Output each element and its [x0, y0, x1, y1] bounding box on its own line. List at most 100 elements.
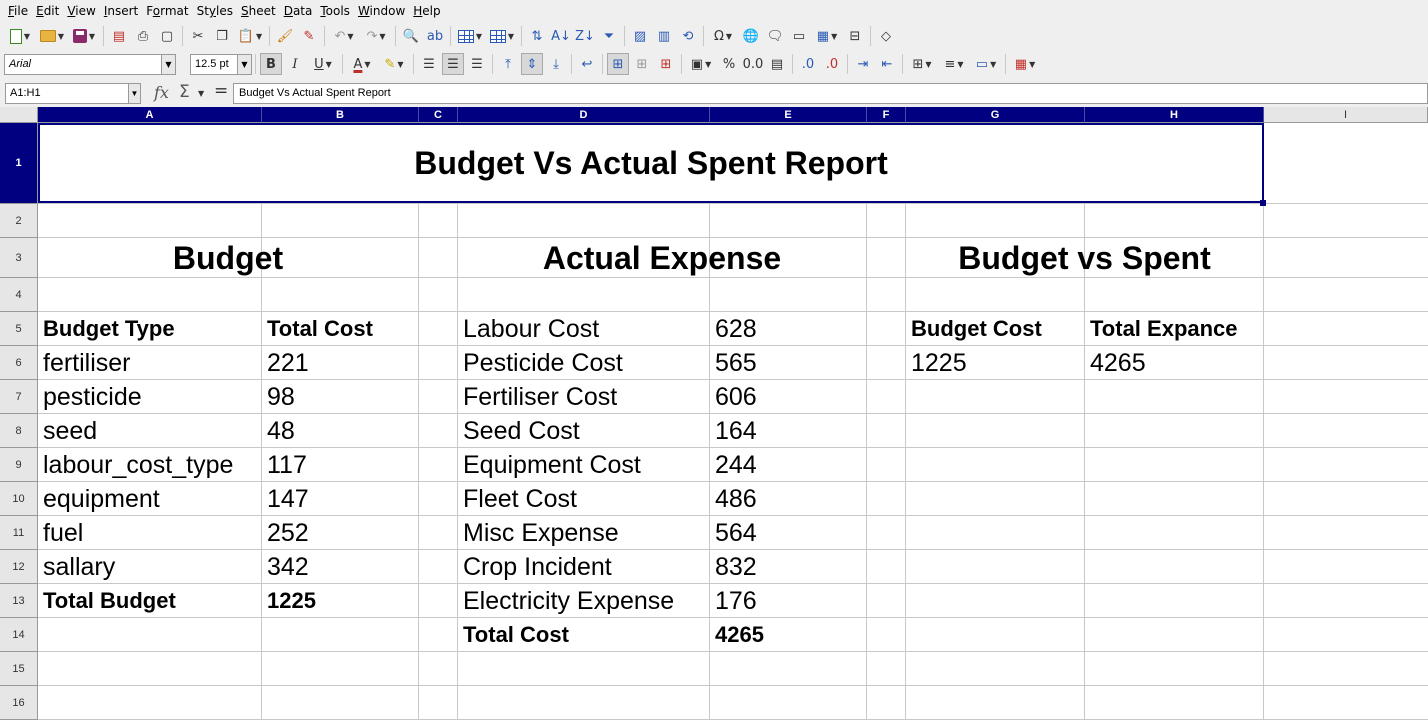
total-budget-label[interactable]: Total Budget [43, 588, 176, 613]
border-color-button[interactable]: ▭ ▼ [971, 53, 1001, 75]
row-header-10[interactable]: 10 [0, 482, 38, 516]
report-title-cell[interactable]: Budget Vs Actual Spent Report [38, 123, 1264, 203]
export-pdf-button[interactable]: ▤ [108, 25, 130, 47]
sum-icon[interactable]: Σ [179, 82, 190, 102]
menu-window[interactable]: Window [357, 4, 406, 18]
autofilter-button[interactable]: ⏷ [598, 25, 620, 47]
cut-button[interactable]: ✂ [187, 25, 209, 47]
row-header-13[interactable]: 13 [0, 584, 38, 618]
highlight-color-button[interactable]: ✎ ▼ [379, 53, 409, 75]
expense-name-cell[interactable]: Seed Cost [463, 416, 580, 445]
menu-tools[interactable]: Tools [320, 4, 350, 18]
menu-help[interactable]: Help [413, 4, 441, 18]
row-button[interactable]: ▼ [455, 25, 485, 47]
menu-styles[interactable]: Styles [196, 4, 233, 18]
budget-type-cell[interactable]: equipment [43, 484, 160, 513]
budget-cost-cell[interactable]: 117 [267, 450, 307, 479]
font-name-box[interactable]: Arial ▼ [4, 53, 176, 75]
find-replace-button[interactable]: 🔍 [400, 25, 422, 47]
special-character-button[interactable]: Ω ▼ [708, 25, 738, 47]
total-cost-header[interactable]: Total Cost [267, 316, 373, 341]
align-left-button[interactable]: ☰ [418, 53, 440, 75]
column-header-h[interactable]: H [1085, 107, 1264, 123]
open-button[interactable]: ▼ [37, 25, 67, 47]
font-size-box[interactable]: 12.5 pt ▼ [190, 53, 252, 75]
expense-name-cell[interactable]: Equipment Cost [463, 450, 641, 479]
comment-button[interactable]: 🗨 [764, 25, 786, 47]
budget-type-cell[interactable]: seed [43, 416, 98, 445]
merge-center-button[interactable]: ⊞ [607, 53, 629, 75]
formula-input[interactable]: Budget Vs Actual Spent Report [233, 83, 1428, 104]
date-format-button[interactable]: ▤ [766, 53, 788, 75]
budget-cost-cell[interactable]: 221 [267, 348, 309, 377]
expense-cost-cell[interactable]: 164 [715, 416, 757, 445]
total-budget-value[interactable]: 1225 [267, 588, 316, 613]
budget-vs-spent-heading[interactable]: Budget vs Spent [958, 239, 1211, 276]
copy-button[interactable]: ❐ [211, 25, 233, 47]
budget-heading[interactable]: Budget [172, 239, 284, 276]
align-bottom-button[interactable]: ⤓ [545, 53, 567, 75]
align-center-button[interactable]: ☰ [442, 53, 464, 75]
wrap-text-button[interactable]: ↩ [576, 53, 598, 75]
row-header-7[interactable]: 7 [0, 380, 38, 414]
row-header-8[interactable]: 8 [0, 414, 38, 448]
save-button[interactable]: ▼ [69, 25, 99, 47]
column-button[interactable]: ▼ [487, 25, 517, 47]
column-header-f[interactable]: F [867, 107, 906, 123]
row-header-16[interactable]: 16 [0, 686, 38, 720]
menu-sheet[interactable]: Sheet [240, 4, 276, 18]
budget-cost-cell[interactable]: 98 [267, 382, 295, 411]
conditional-format-button[interactable]: ▦ ▼ [1010, 53, 1040, 75]
delete-decimal-button[interactable]: .0 [821, 53, 843, 75]
print-preview-button[interactable]: ▢ [156, 25, 178, 47]
row-header-12[interactable]: 12 [0, 550, 38, 584]
chevron-down-icon[interactable]: ▼ [237, 54, 251, 74]
budget-cost-cell[interactable]: 147 [267, 484, 309, 513]
clear-formatting-button[interactable]: ✎ [298, 25, 320, 47]
menu-data[interactable]: Data [283, 4, 313, 18]
spreadsheet-grid[interactable]: A B C D E F G H I 1 2 3 4 5 6 7 8 9 10 1… [0, 107, 1428, 720]
paste-button[interactable]: 📋 ▼ [235, 25, 265, 47]
row-header-2[interactable]: 2 [0, 204, 38, 238]
select-all-corner[interactable] [0, 107, 38, 123]
row-header-9[interactable]: 9 [0, 448, 38, 482]
column-header-g[interactable]: G [906, 107, 1085, 123]
total-cost-value[interactable]: 4265 [715, 622, 764, 647]
expense-cost-cell[interactable]: 832 [715, 552, 757, 581]
pivot-table-button[interactable]: ⟲ [677, 25, 699, 47]
menu-format[interactable]: Format [146, 4, 189, 18]
row-header-6[interactable]: 6 [0, 346, 38, 380]
total-cost-label[interactable]: Total Cost [463, 622, 569, 647]
header-footer-button[interactable]: ▭ [788, 25, 810, 47]
expense-name-cell[interactable]: Pesticide Cost [463, 348, 623, 377]
row-header-1[interactable]: 1 [0, 123, 38, 204]
row-header-15[interactable]: 15 [0, 652, 38, 686]
expense-cost-cell[interactable]: 606 [715, 382, 757, 411]
expense-cost-cell[interactable]: 486 [715, 484, 757, 513]
expense-name-cell[interactable]: Fertiliser Cost [463, 382, 618, 411]
budget-cost-cell[interactable]: 252 [267, 518, 309, 547]
column-header-e[interactable]: E [710, 107, 867, 123]
expense-name-cell[interactable]: Crop Incident [463, 552, 612, 581]
budget-cost-value[interactable]: 1225 [911, 348, 967, 377]
insert-chart-button[interactable]: ▥ [653, 25, 675, 47]
underline-button[interactable]: U ▼ [308, 53, 338, 75]
formula-icon[interactable]: = [214, 81, 229, 101]
expense-cost-cell[interactable]: 564 [715, 518, 757, 547]
column-header-a[interactable]: A [38, 107, 262, 123]
clone-formatting-button[interactable]: 🖌 [274, 25, 296, 47]
merge-cells-button[interactable]: ⊞ [631, 53, 653, 75]
row-header-4[interactable]: 4 [0, 278, 38, 312]
row-header-14[interactable]: 14 [0, 618, 38, 652]
increase-indent-button[interactable]: ⇥ [852, 53, 874, 75]
column-header-c[interactable]: C [419, 107, 458, 123]
menu-view[interactable]: View [67, 4, 96, 18]
bold-button[interactable]: B [260, 53, 282, 75]
menu-file[interactable]: File [8, 4, 29, 18]
italic-button[interactable]: I [284, 53, 306, 75]
currency-format-button[interactable]: ▣ ▼ [686, 53, 716, 75]
add-decimal-button[interactable]: .0 [797, 53, 819, 75]
sort-button[interactable]: ⇅ [526, 25, 548, 47]
expense-cost-cell[interactable]: 176 [715, 586, 757, 615]
align-right-button[interactable]: ☰ [466, 53, 488, 75]
